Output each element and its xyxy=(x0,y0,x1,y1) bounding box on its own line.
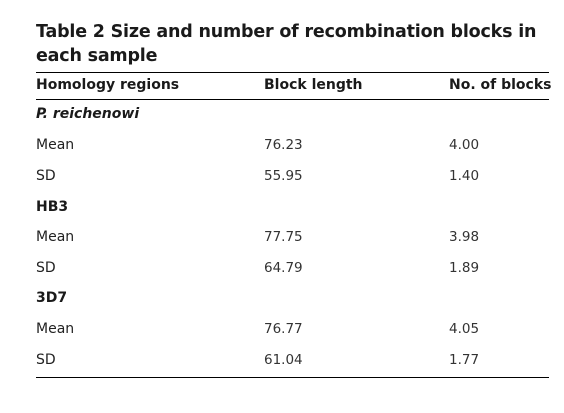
row-label: Mean xyxy=(36,137,75,153)
group-label-p-reichenowi: P. reichenowi xyxy=(36,106,140,122)
table-title: Table 2 Size and number of recombination… xyxy=(36,22,537,66)
block-length-value: 55.95 xyxy=(264,168,303,184)
num-blocks-value: 1.89 xyxy=(449,260,480,276)
num-blocks-value: 4.00 xyxy=(449,137,480,153)
num-blocks-value: 1.77 xyxy=(449,352,480,368)
header-block-length: Block length xyxy=(264,77,363,93)
num-blocks-value: 3.98 xyxy=(449,229,480,245)
top-rule xyxy=(36,72,549,73)
bottom-rule xyxy=(36,377,549,378)
row-label: Mean xyxy=(36,321,75,337)
num-blocks-value: 1.40 xyxy=(449,168,480,184)
block-length-value: 77.75 xyxy=(264,229,303,245)
num-blocks-value: 4.05 xyxy=(449,321,480,337)
row-label: SD xyxy=(36,168,56,184)
header-homology-regions: Homology regions xyxy=(36,77,180,93)
group-label-3d7: 3D7 xyxy=(36,290,68,306)
row-label: Mean xyxy=(36,229,75,245)
row-label: SD xyxy=(36,260,56,276)
block-length-value: 76.77 xyxy=(264,321,303,337)
row-label: SD xyxy=(36,352,56,368)
block-length-value: 61.04 xyxy=(264,352,303,368)
block-length-value: 76.23 xyxy=(264,137,303,153)
block-length-value: 64.79 xyxy=(264,260,303,276)
header-rule xyxy=(36,99,549,100)
header-no-of-blocks: No. of blocks xyxy=(449,77,552,93)
group-label-hb3: HB3 xyxy=(36,199,69,215)
